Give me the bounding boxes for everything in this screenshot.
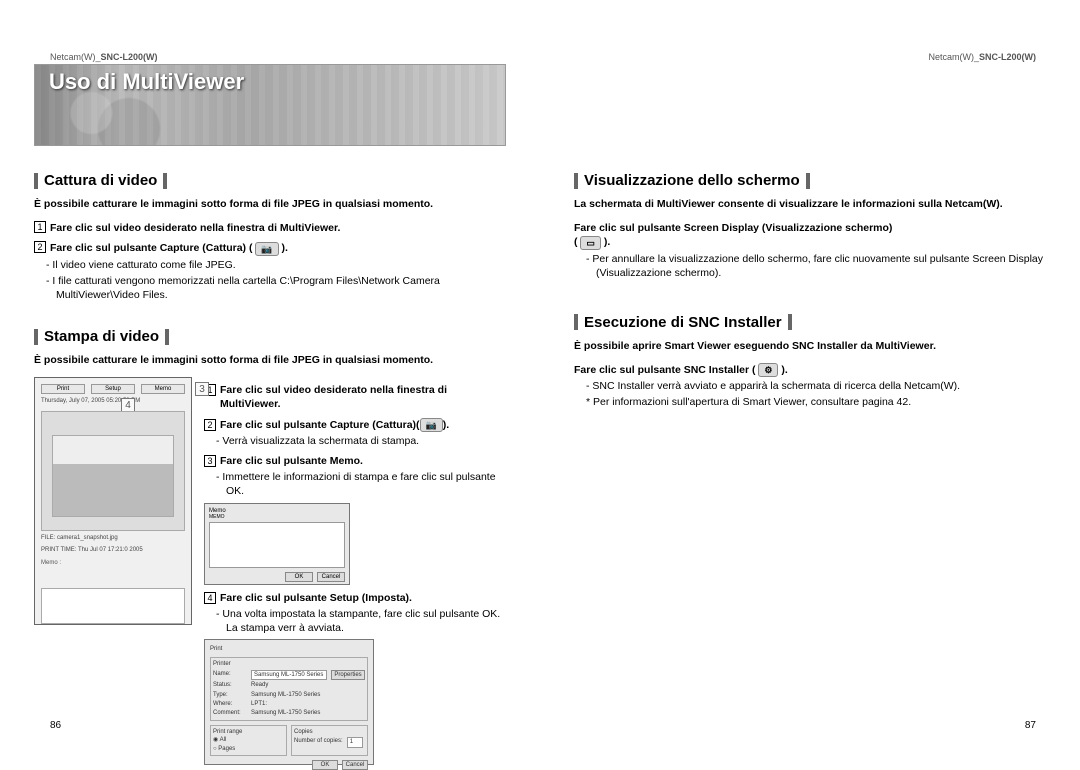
printer-properties-button[interactable]: Properties <box>331 670 365 680</box>
pp-memo-area[interactable] <box>41 588 185 624</box>
print-preview-screenshot: 3 4 Print Setup Memo Thursday, July 07, … <box>34 377 192 625</box>
banner-title: Uso di MultiViewer <box>49 69 244 95</box>
pp-meta-file: FILE: camera1_snapshot.jpg <box>41 535 185 542</box>
chapter-banner: Uso di MultiViewer <box>34 64 506 146</box>
installer-sub-1: SNC Installer verrà avviato e apparirà l… <box>596 379 1046 393</box>
pp-date: Thursday, July 07, 2005 05:20:53 PM <box>41 398 185 405</box>
section-title-capture: Cattura di video <box>34 172 506 189</box>
capture-sub-2: I file catturati vengono memorizzati nel… <box>56 274 506 302</box>
capture-intro: È possibile catturare le immagini sotto … <box>34 197 506 211</box>
print-step-3-sub: Immettere le informazioni di stampa e fa… <box>226 470 506 498</box>
display-intro: La schermata di MultiViewer consente di … <box>574 197 1046 211</box>
right-page: Netcam(W)_SNC-L200(W) Visualizzazione de… <box>540 0 1080 747</box>
header-product-left: Netcam(W)_SNC-L200(W) <box>50 52 158 62</box>
pp-setup-button[interactable]: Setup <box>91 384 135 394</box>
pp-print-button[interactable]: Print <box>41 384 85 394</box>
left-page: Netcam(W)_SNC-L200(W) Uso di MultiViewer… <box>0 0 540 747</box>
snc-installer-icon: ⚙ <box>758 363 778 377</box>
page-number-left: 86 <box>50 720 61 731</box>
print-step-1: 1Fare clic sul video desiderato nella fi… <box>204 383 506 411</box>
capture-step-1: 1Fare clic sul video desiderato nella fi… <box>34 221 506 235</box>
installer-intro: È possibile aprire Smart Viewer eseguend… <box>574 339 1046 353</box>
callout-4: 4 <box>121 398 135 412</box>
section-title-print: Stampa di video <box>34 328 506 345</box>
print-step-3: 3Fare clic sul pulsante Memo. <box>204 454 506 468</box>
print-step-4-sub: Una volta impostata la stampante, fare c… <box>226 607 506 635</box>
print-intro: È possibile catturare le immagini sotto … <box>34 353 506 367</box>
capture-icon: 📷 <box>255 242 278 256</box>
memo-ok-button[interactable]: OK <box>285 572 313 582</box>
memo-dialog-screenshot: Memo MEMO OK Cancel <box>204 503 350 585</box>
installer-sub-2: Per informazioni sull'apertura di Smart … <box>596 395 1046 409</box>
pp-memo-button[interactable]: Memo <box>141 384 185 394</box>
screen-display-icon: ▭ <box>580 236 601 250</box>
capture-step-2: 2Fare clic sul pulsante Capture (Cattura… <box>34 241 506 255</box>
print-step-2: 2 Fare clic sul pulsante Capture (Cattur… <box>204 418 506 432</box>
section-title-installer: Esecuzione di SNC Installer <box>574 314 1046 331</box>
capture-sub-1: Il video viene catturato come file JPEG. <box>56 258 506 272</box>
pp-image-preview <box>41 411 185 531</box>
setup-ok-button[interactable]: OK <box>312 760 338 770</box>
callout-3: 3 <box>195 382 209 396</box>
pp-meta-time: PRINT TIME: Thu Jul 07 17:21:0 2005 <box>41 547 185 554</box>
display-step: Fare clic sul pulsante Screen Display (V… <box>574 221 1046 235</box>
pp-memo-label: Memo : <box>41 560 185 566</box>
capture-icon-2: 📷 <box>420 418 443 432</box>
page-number-right: 87 <box>1025 720 1036 731</box>
print-step-2-sub: Verrà visualizzata la schermata di stamp… <box>226 434 506 448</box>
memo-textarea[interactable] <box>209 522 345 568</box>
header-product-right: Netcam(W)_SNC-L200(W) <box>928 52 1036 62</box>
memo-cancel-button[interactable]: Cancel <box>317 572 345 582</box>
setup-cancel-button[interactable]: Cancel <box>342 760 368 770</box>
display-sub: Per annullare la visualizzazione dello s… <box>596 252 1046 280</box>
print-setup-dialog-screenshot: Print Printer Name:Samsung ML-1750 Serie… <box>204 639 374 765</box>
section-title-display: Visualizzazione dello schermo <box>574 172 1046 189</box>
installer-step: Fare clic sul pulsante SNC Installer ( ⚙… <box>574 363 1046 377</box>
display-step-line2: ( ▭ ). <box>574 235 1046 249</box>
print-step-4: 4Fare clic sul pulsante Setup (Imposta). <box>204 591 506 605</box>
